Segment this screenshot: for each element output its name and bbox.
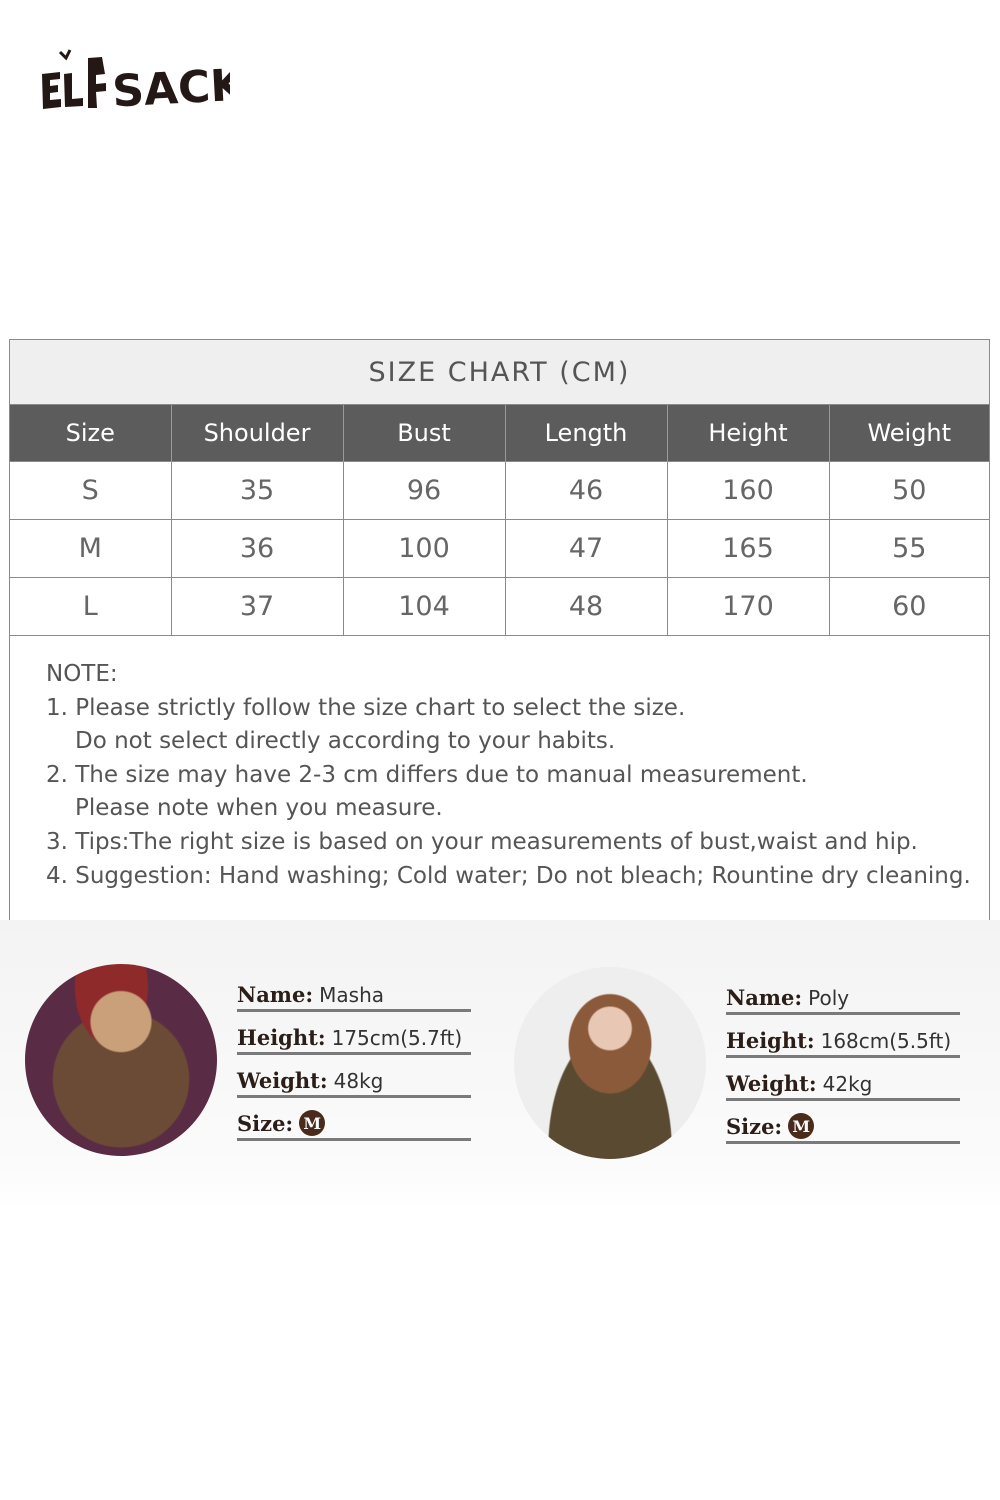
note-line: 4. Suggestion: Hand washing; Cold water;… <box>46 862 971 889</box>
note-section: NOTE: 1. Please strictly follow the size… <box>10 635 989 921</box>
cell: 96 <box>343 461 506 520</box>
brand-logo: SACK <box>42 49 230 114</box>
cell: 170 <box>667 577 830 635</box>
cell: 165 <box>667 519 830 578</box>
model-height: 168cm(5.5ft) <box>820 1029 952 1053</box>
cell: 46 <box>505 461 668 520</box>
cell: M <box>10 519 172 578</box>
size-chart-title: SIZE CHART (CM) <box>10 340 989 405</box>
note-heading: NOTE: <box>46 661 118 687</box>
cell: 55 <box>829 519 989 578</box>
weight-label: Weight: <box>726 1071 817 1096</box>
model-info-masha: Name: Masha Height: 175cm(5.7ft) Weight: 48… <box>237 970 471 1142</box>
cell: 50 <box>829 461 989 520</box>
cell: 48 <box>505 577 668 635</box>
note-line: 2. The size may have 2-3 cm differs due … <box>46 761 808 788</box>
weight-label: Weight: <box>237 1068 328 1093</box>
header-length: Length <box>505 405 668 462</box>
size-label: Size: <box>726 1114 783 1139</box>
model-name: Poly <box>808 986 850 1010</box>
table-header-row: Size Shoulder Bust Length Height Weight <box>10 405 989 462</box>
note-line: 3. Tips:The right size is based on your … <box>46 828 918 855</box>
cell: 47 <box>505 519 668 578</box>
size-table: Size Shoulder Bust Length Height Weight … <box>10 405 989 635</box>
size-label: Size: <box>237 1111 294 1136</box>
table-row: S 35 96 46 160 50 <box>10 461 989 520</box>
header-shoulder: Shoulder <box>171 405 344 462</box>
height-label: Height: <box>726 1028 815 1053</box>
cell: 37 <box>171 577 344 635</box>
model-height: 175cm(5.7ft) <box>331 1026 463 1050</box>
model-weight: 42kg <box>822 1072 873 1096</box>
model-info-poly: Name: Poly Height: 168cm(5.5ft) Weight: 42k… <box>726 973 960 1145</box>
cell: 60 <box>829 577 989 635</box>
cell: 100 <box>343 519 506 578</box>
cell: 160 <box>667 461 830 520</box>
header-height: Height <box>667 405 830 462</box>
name-label: Name: <box>237 982 314 1007</box>
size-badge: M <box>299 1110 326 1136</box>
models-section: Name: Masha Height: 175cm(5.7ft) Weight: 48… <box>0 920 1000 1210</box>
svg-text:SACK: SACK <box>111 60 230 114</box>
table-row: L 37 104 48 170 60 <box>10 577 989 635</box>
cell: 104 <box>343 577 506 635</box>
size-badge: M <box>788 1113 815 1139</box>
cell: L <box>10 577 172 635</box>
cell: S <box>10 461 172 520</box>
model-weight: 48kg <box>333 1069 384 1093</box>
name-label: Name: <box>726 985 803 1010</box>
height-label: Height: <box>237 1025 326 1050</box>
cell: 36 <box>171 519 344 578</box>
note-line: Do not select directly according to your… <box>75 728 616 755</box>
note-line: 1. Please strictly follow the size chart… <box>46 694 686 721</box>
note-line: Please note when you measure. <box>75 795 443 822</box>
model-name: Masha <box>319 983 385 1007</box>
table-row: M 36 100 47 165 55 <box>10 519 989 578</box>
header-size: Size <box>10 405 172 462</box>
model-photo-poly <box>514 967 706 1159</box>
cell: 35 <box>171 461 344 520</box>
model-photo-masha <box>25 964 217 1156</box>
header-bust: Bust <box>343 405 506 462</box>
header-weight: Weight <box>829 405 989 462</box>
size-chart: SIZE CHART (CM) Size Shoulder Bust Lengt… <box>9 339 990 923</box>
